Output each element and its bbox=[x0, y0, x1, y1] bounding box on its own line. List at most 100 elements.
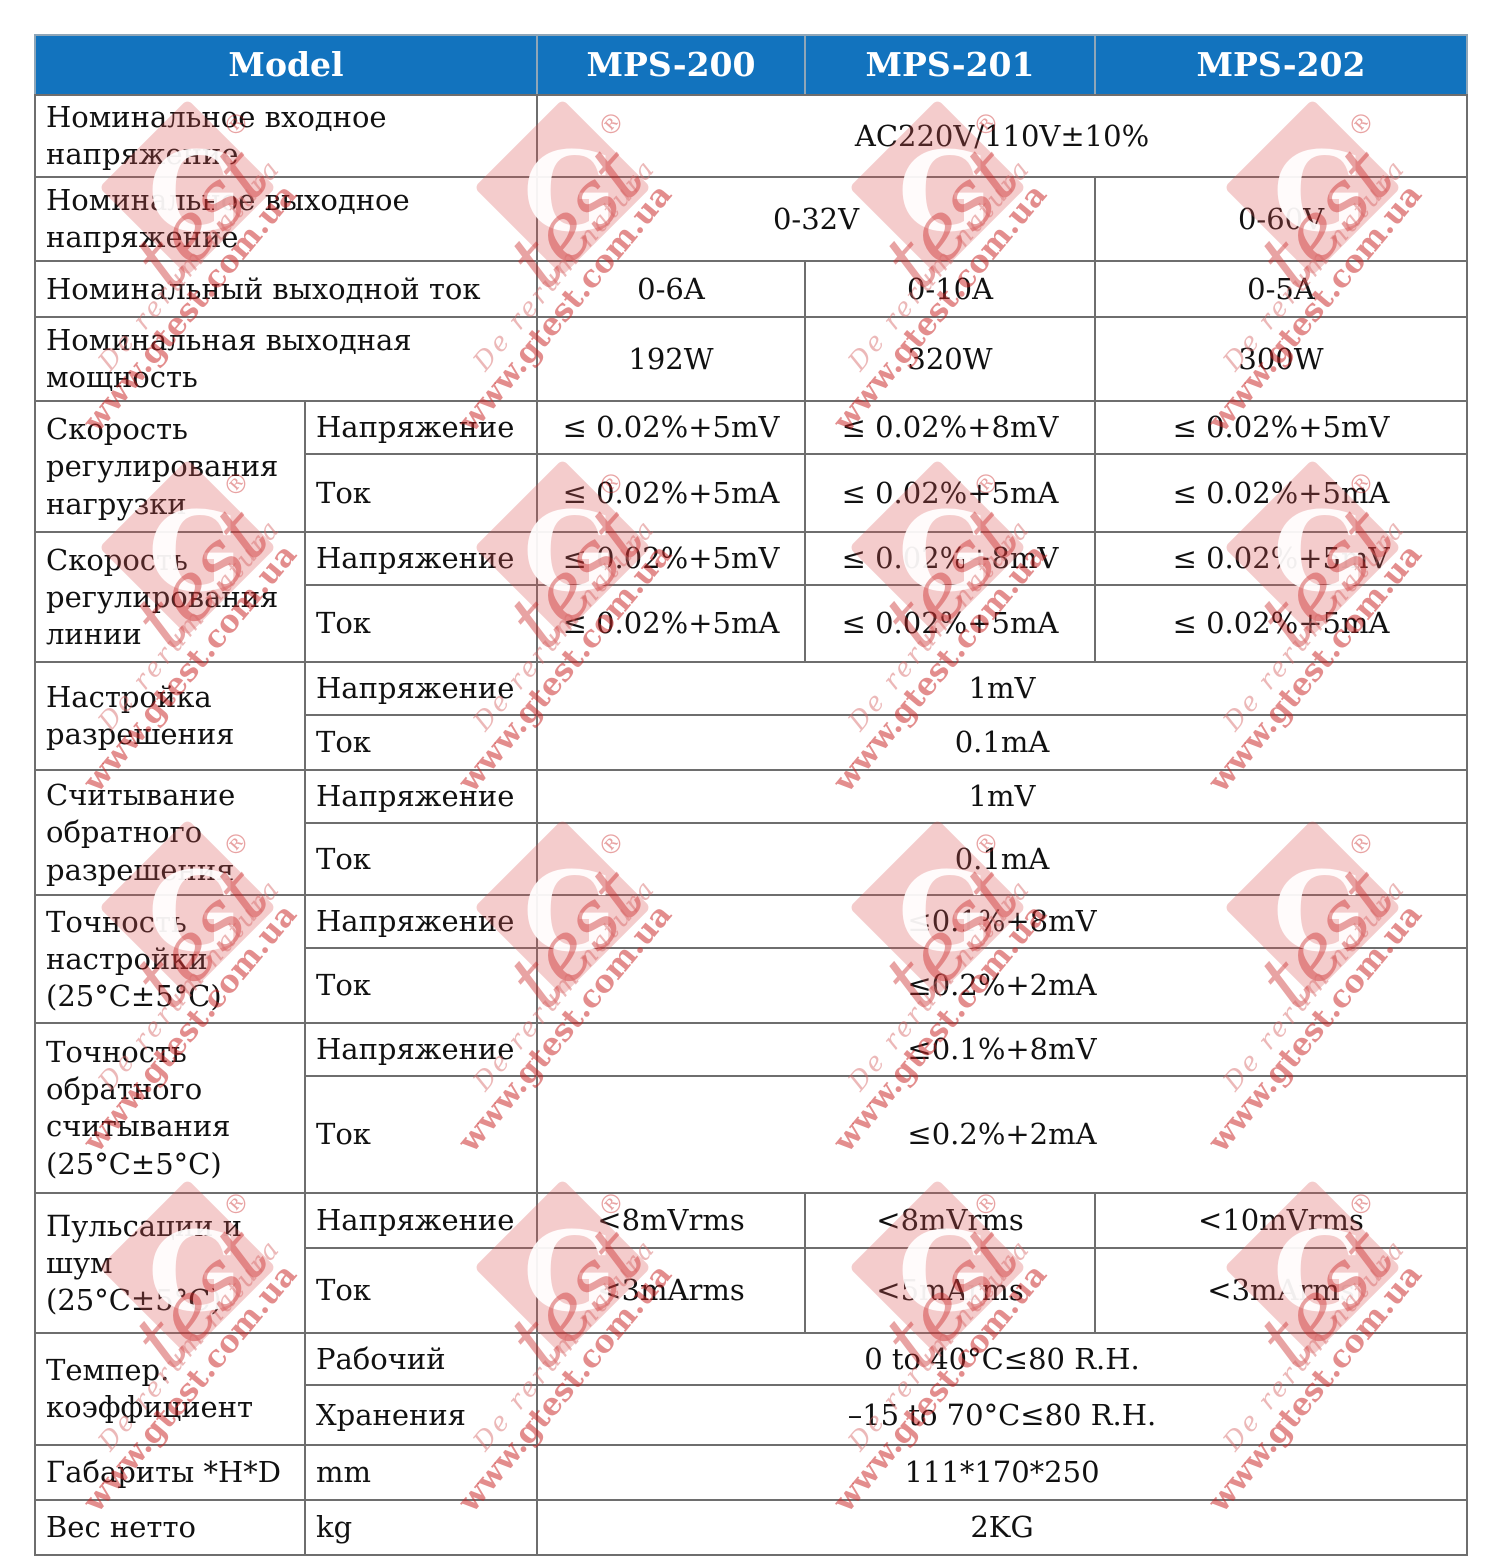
temp-coefficient-operating-value: 0 to 40°C≤80 R.H. bbox=[536, 1332, 1468, 1387]
load-regulation-voltage-201: ≤ 0.02%+8mV bbox=[804, 400, 1096, 456]
output-power-value-201: 320W bbox=[804, 316, 1096, 403]
row-set-accuracy-voltage: Точность настройки (25°C±5°C) Напряжение… bbox=[34, 894, 1468, 1025]
line-regulation-voltage-sublabel: Напряжение bbox=[304, 531, 538, 587]
input-voltage-label: Номинальное входное напряжение bbox=[34, 94, 538, 179]
ripple-noise-current-sublabel: Ток bbox=[304, 1247, 538, 1335]
temp-coefficient-storage-value: –15 to 70°C≤80 R.H. bbox=[536, 1384, 1468, 1447]
readback-resolution-current-value: 0.1mA bbox=[536, 822, 1468, 897]
net-weight-unit: kg bbox=[304, 1499, 538, 1556]
set-accuracy-current-value: ≤0.2%+2mA bbox=[536, 947, 1468, 1025]
load-regulation-current-sublabel: Ток bbox=[304, 453, 538, 534]
row-set-resolution-voltage: Настройка разрешения Напряжение 1mV bbox=[34, 661, 1468, 772]
readback-accuracy-current-value: ≤0.2%+2mA bbox=[536, 1075, 1468, 1195]
set-accuracy-voltage-value: ≤0.1%+8mV bbox=[536, 894, 1468, 950]
ripple-noise-label: Пульсации и шум (25°C±5°C) bbox=[34, 1192, 306, 1335]
line-regulation-current-200: ≤ 0.02%+5mA bbox=[536, 584, 806, 664]
header-model: Model bbox=[34, 33, 538, 97]
dimensions-value: 111*170*250 bbox=[536, 1444, 1468, 1502]
readback-accuracy-label: Точность обратного считывания (25°C±5°C) bbox=[34, 1022, 306, 1195]
line-regulation-current-201: ≤ 0.02%+5mA bbox=[804, 584, 1096, 664]
line-regulation-voltage-201: ≤ 0.02%+8mV bbox=[804, 531, 1096, 587]
row-output-power: Номинальная выходная мощность 192W 320W … bbox=[34, 316, 1468, 403]
row-ripple-noise-voltage: Пульсации и шум (25°C±5°C) Напряжение <8… bbox=[34, 1192, 1468, 1335]
net-weight-value: 2KG bbox=[536, 1499, 1468, 1556]
ripple-noise-voltage-202: <10mVrms bbox=[1094, 1192, 1468, 1250]
set-resolution-current-value: 0.1mA bbox=[536, 714, 1468, 772]
net-weight-label: Вес нетто bbox=[34, 1499, 306, 1556]
header-mps-202: MPS-202 bbox=[1094, 33, 1468, 97]
header-row: Model MPS-200 MPS-201 MPS-202 bbox=[34, 33, 1468, 97]
ripple-noise-current-202: <3mArms bbox=[1094, 1247, 1468, 1335]
readback-accuracy-voltage-sublabel: Напряжение bbox=[304, 1022, 538, 1078]
load-regulation-voltage-200: ≤ 0.02%+5mV bbox=[536, 400, 806, 456]
header-mps-200: MPS-200 bbox=[536, 33, 806, 97]
spec-sheet: Model MPS-200 MPS-201 MPS-202 Номинально… bbox=[34, 33, 1468, 1556]
line-regulation-current-202: ≤ 0.02%+5mA bbox=[1094, 584, 1468, 664]
output-power-value-200: 192W bbox=[536, 316, 806, 403]
readback-accuracy-voltage-value: ≤0.1%+8mV bbox=[536, 1022, 1468, 1078]
load-regulation-current-200: ≤ 0.02%+5mA bbox=[536, 453, 806, 534]
output-power-label: Номинальная выходная мощность bbox=[34, 316, 538, 403]
set-accuracy-current-sublabel: Ток bbox=[304, 947, 538, 1025]
row-output-voltage: Номинальное выходное напряжение 0-32V 0-… bbox=[34, 176, 1468, 263]
set-accuracy-label: Точность настройки (25°C±5°C) bbox=[34, 894, 306, 1025]
output-voltage-label: Номинальное выходное напряжение bbox=[34, 176, 538, 263]
row-load-regulation-voltage: Скорость регулирования нагрузки Напряжен… bbox=[34, 400, 1468, 534]
line-regulation-voltage-202: ≤ 0.02%+5mV bbox=[1094, 531, 1468, 587]
ripple-noise-voltage-200: <8mVrms bbox=[536, 1192, 806, 1250]
temp-coefficient-label: Темпер. коэффициент bbox=[34, 1332, 306, 1447]
header-mps-201: MPS-201 bbox=[804, 33, 1096, 97]
dimensions-label: Габариты *H*D bbox=[34, 1444, 306, 1502]
load-regulation-voltage-sublabel: Напряжение bbox=[304, 400, 538, 456]
row-readback-resolution-voltage: Считывание обратного разрешения Напряжен… bbox=[34, 769, 1468, 897]
set-resolution-voltage-sublabel: Напряжение bbox=[304, 661, 538, 717]
row-load-regulation-current: Ток ≤ 0.02%+5mA ≤ 0.02%+5mA ≤ 0.02%+5mA bbox=[35, 453, 1468, 534]
line-regulation-current-sublabel: Ток bbox=[304, 584, 538, 664]
output-power-value-202: 300W bbox=[1094, 316, 1468, 403]
temp-coefficient-storage-sublabel: Хранения bbox=[304, 1384, 538, 1447]
row-dimensions: Габариты *H*D mm 111*170*250 bbox=[34, 1444, 1468, 1502]
readback-resolution-voltage-value: 1mV bbox=[536, 769, 1468, 825]
line-regulation-label: Скорость регулирования линии bbox=[34, 531, 306, 664]
row-readback-resolution-current: Ток 0.1mA bbox=[35, 822, 1468, 897]
ripple-noise-voltage-sublabel: Напряжение bbox=[304, 1192, 538, 1250]
ripple-noise-current-200: <3mArms bbox=[536, 1247, 806, 1335]
readback-accuracy-current-sublabel: Ток bbox=[304, 1075, 538, 1195]
set-resolution-label: Настройка разрешения bbox=[34, 661, 306, 772]
row-temp-coefficient-storage: Хранения –15 to 70°C≤80 R.H. bbox=[35, 1384, 1468, 1447]
input-voltage-value: AC220V/110V±10% bbox=[536, 94, 1468, 179]
output-current-value-200: 0-6A bbox=[536, 260, 806, 319]
output-voltage-value-202: 0-60V bbox=[1094, 176, 1468, 263]
load-regulation-label: Скорость регулирования нагрузки bbox=[34, 400, 306, 534]
readback-resolution-label: Считывание обратного разрешения bbox=[34, 769, 306, 897]
output-current-label: Номинальный выходной ток bbox=[34, 260, 538, 319]
row-output-current: Номинальный выходной ток 0-6A 0-10A 0-5A bbox=[34, 260, 1468, 319]
readback-resolution-voltage-sublabel: Напряжение bbox=[304, 769, 538, 825]
load-regulation-current-202: ≤ 0.02%+5mA bbox=[1094, 453, 1468, 534]
row-input-voltage: Номинальное входное напряжение AC220V/11… bbox=[34, 94, 1468, 179]
dimensions-unit: mm bbox=[304, 1444, 538, 1502]
output-voltage-value-200-201: 0-32V bbox=[536, 176, 1096, 263]
row-ripple-noise-current: Ток <3mArms <5mArms <3mArms bbox=[35, 1247, 1468, 1335]
temp-coefficient-operating-sublabel: Рабочий bbox=[304, 1332, 538, 1387]
ripple-noise-voltage-201: <8mVrms bbox=[804, 1192, 1096, 1250]
output-current-value-202: 0-5A bbox=[1094, 260, 1468, 319]
row-set-accuracy-current: Ток ≤0.2%+2mA bbox=[35, 947, 1468, 1025]
set-accuracy-voltage-sublabel: Напряжение bbox=[304, 894, 538, 950]
row-readback-accuracy-current: Ток ≤0.2%+2mA bbox=[35, 1075, 1468, 1195]
spec-table: Model MPS-200 MPS-201 MPS-202 Номинально… bbox=[34, 33, 1468, 1556]
row-set-resolution-current: Ток 0.1mA bbox=[35, 714, 1468, 772]
row-net-weight: Вес нетто kg 2KG bbox=[34, 1499, 1468, 1556]
set-resolution-current-sublabel: Ток bbox=[304, 714, 538, 772]
line-regulation-voltage-200: ≤ 0.02%+5mV bbox=[536, 531, 806, 587]
row-line-regulation-current: Ток ≤ 0.02%+5mA ≤ 0.02%+5mA ≤ 0.02%+5mA bbox=[35, 584, 1468, 664]
readback-resolution-current-sublabel: Ток bbox=[304, 822, 538, 897]
load-regulation-current-201: ≤ 0.02%+5mA bbox=[804, 453, 1096, 534]
ripple-noise-current-201: <5mArms bbox=[804, 1247, 1096, 1335]
load-regulation-voltage-202: ≤ 0.02%+5mV bbox=[1094, 400, 1468, 456]
row-temp-coefficient-operating: Темпер. коэффициент Рабочий 0 to 40°C≤80… bbox=[34, 1332, 1468, 1447]
row-readback-accuracy-voltage: Точность обратного считывания (25°C±5°C)… bbox=[34, 1022, 1468, 1195]
output-current-value-201: 0-10A bbox=[804, 260, 1096, 319]
set-resolution-voltage-value: 1mV bbox=[536, 661, 1468, 717]
row-line-regulation-voltage: Скорость регулирования линии Напряжение … bbox=[34, 531, 1468, 664]
